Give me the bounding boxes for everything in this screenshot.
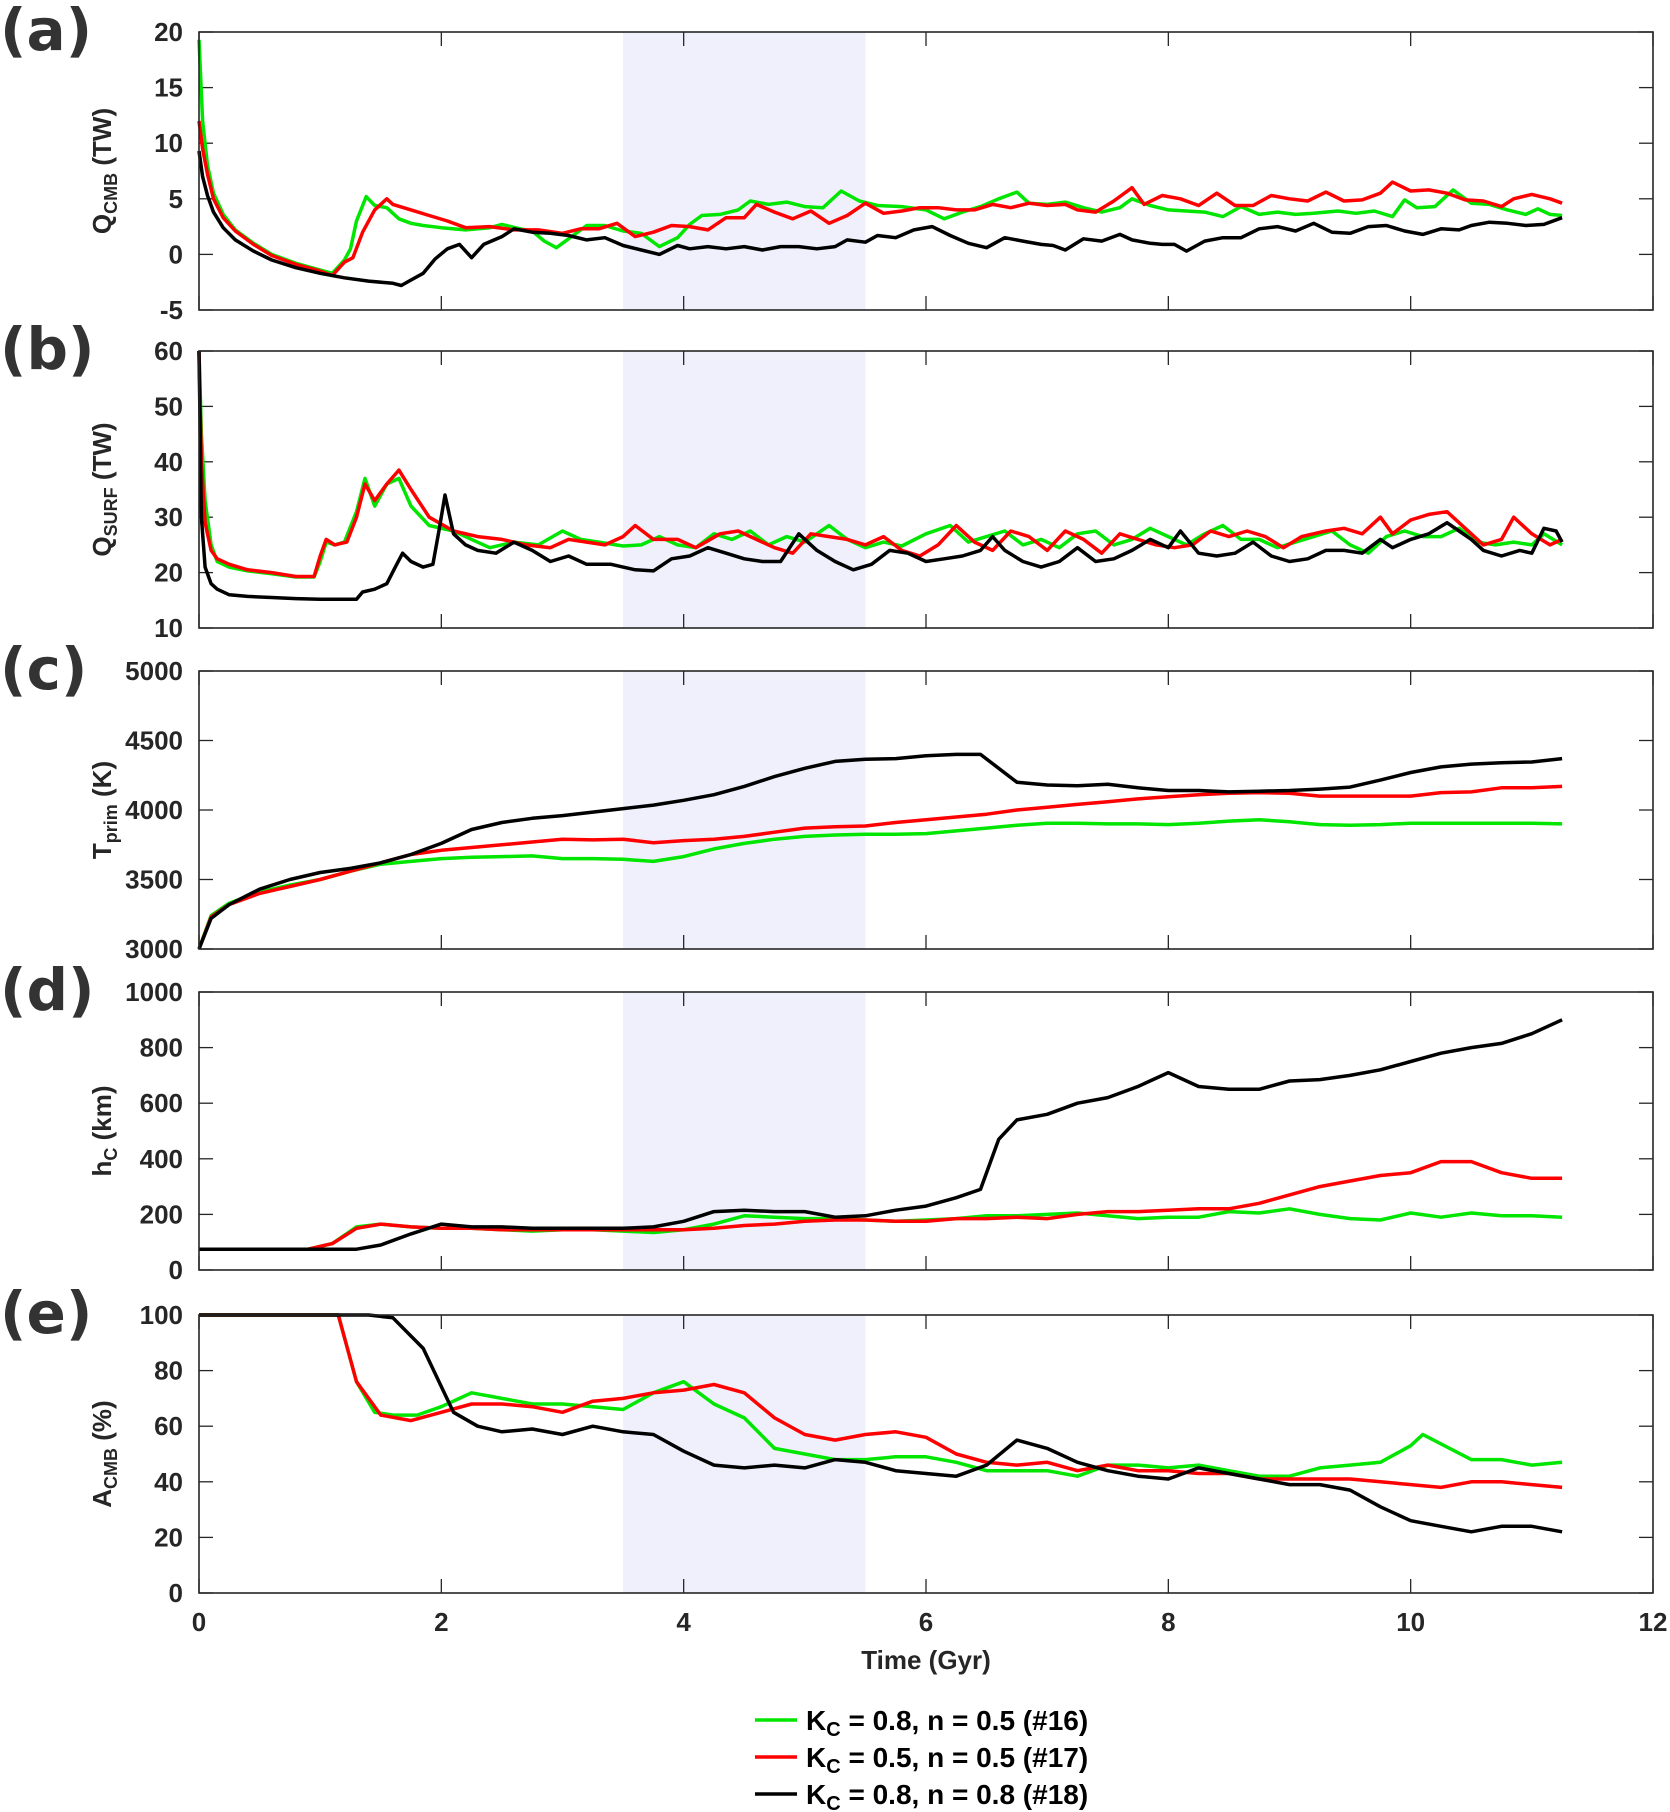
y-tick-label: 600	[140, 1088, 183, 1118]
series-line-s16	[197, 817, 1563, 950]
y-tick-label: 1000	[125, 977, 183, 1007]
y-tick-label: 10	[154, 613, 183, 643]
y-tick-label: 4500	[125, 726, 183, 756]
y-tick-label: 3500	[125, 865, 183, 895]
series-line-s17	[199, 1159, 1563, 1251]
highlight-band	[623, 351, 866, 628]
series-line-s18	[197, 350, 1564, 601]
x-tick-label: 2	[434, 1607, 448, 1637]
y-tick-label: 100	[140, 1300, 183, 1330]
axes-box	[198, 991, 1654, 1271]
x-tick-label: 8	[1161, 1607, 1175, 1637]
x-tick-label: 12	[1639, 1607, 1668, 1637]
y-tick-label: 40	[154, 1467, 183, 1497]
y-tick-label: 30	[154, 502, 183, 532]
y-tick-label: 0	[169, 1255, 183, 1285]
series-line-s18	[199, 1313, 1563, 1534]
highlight-band	[623, 1315, 866, 1593]
series-line-s16	[199, 1313, 1563, 1478]
y-tick-label: 5	[169, 184, 183, 214]
y-tick-label: 5000	[125, 656, 183, 686]
x-tick-label: 0	[192, 1607, 206, 1637]
panel-letter: (e)	[0, 1279, 92, 1347]
y-tick-label: 10	[154, 128, 183, 158]
y-axis-label: ACMB (%)	[87, 1400, 121, 1507]
series-line-s17	[197, 120, 1563, 278]
x-tick-label: 10	[1396, 1607, 1425, 1637]
panel-letter: (b)	[0, 315, 95, 383]
panel-c: 3000 3500 4000 4500 5000 Tprim (K) (c)	[0, 635, 1654, 964]
panel-d: 0 200 400 600 800 1000 hC (km) (d)	[0, 956, 1654, 1285]
y-tick-label: 0	[169, 239, 183, 269]
y-axis-label: QCMB (TW)	[87, 108, 121, 234]
series-line-s16	[199, 1207, 1563, 1251]
y-axis-label: hC (km)	[87, 1085, 121, 1176]
series-line-s16	[197, 350, 1564, 579]
axes-box	[198, 31, 1654, 311]
legend: KC = 0.8, n = 0.5 (#16)KC = 0.5, n = 0.5…	[755, 1705, 1088, 1812]
y-tick-label: 50	[154, 391, 183, 421]
y-tick-label: 40	[154, 447, 183, 477]
legend-item-s18: KC = 0.8, n = 0.8 (#18)	[755, 1779, 1088, 1812]
y-tick-label: 3000	[125, 934, 183, 964]
y-tick-label: 20	[154, 1522, 183, 1552]
panel-letter: (a)	[0, 0, 92, 64]
y-axis-label: QSURF (TW)	[87, 422, 121, 556]
series-line-s18	[199, 1018, 1563, 1251]
axes-box	[198, 1314, 1654, 1594]
series-line-s17	[197, 350, 1563, 579]
panel-e: 0 20 40 60 80 100 ACMB (%) (e)	[0, 1279, 1654, 1608]
y-tick-label: -5	[160, 295, 183, 325]
y-tick-label: 80	[154, 1356, 183, 1386]
legend-label: KC = 0.5, n = 0.5 (#17)	[806, 1742, 1088, 1778]
legend-item-s17: KC = 0.5, n = 0.5 (#17)	[755, 1742, 1088, 1778]
highlight-band	[623, 671, 866, 949]
y-axis-label: Tprim (K)	[87, 761, 121, 859]
series-line-s17	[199, 1313, 1563, 1490]
y-tick-label: 20	[154, 558, 183, 588]
series-line-s18	[197, 150, 1563, 288]
series-line-s17	[197, 784, 1563, 950]
y-tick-label: 15	[154, 73, 183, 103]
y-tick-label: 0	[169, 1578, 183, 1608]
panel-b: 10 20 30 40 50 60 QSURF (TW) (b)	[0, 315, 1654, 643]
panel-a: -5 0 5 10 15 20 QCMB (TW) (a)	[0, 0, 1654, 325]
y-tick-label: 4000	[125, 795, 183, 825]
series-line-s16	[197, 39, 1563, 276]
y-tick-label: 60	[154, 1411, 183, 1441]
x-tick-label: 4	[676, 1607, 691, 1637]
y-tick-label: 200	[140, 1199, 183, 1229]
series-line-s18	[197, 752, 1563, 950]
x-axis-label: Time (Gyr)	[861, 1645, 991, 1675]
panel-letter: (d)	[0, 956, 95, 1024]
axes-box	[198, 350, 1654, 629]
y-tick-label: 400	[140, 1144, 183, 1174]
legend-label: KC = 0.8, n = 0.5 (#16)	[806, 1705, 1088, 1741]
legend-label: KC = 0.8, n = 0.8 (#18)	[806, 1779, 1088, 1812]
axes-box	[198, 670, 1654, 950]
y-tick-label: 20	[154, 17, 183, 47]
x-tick-label: 6	[919, 1607, 933, 1637]
legend-item-s16: KC = 0.8, n = 0.5 (#16)	[755, 1705, 1088, 1741]
highlight-band	[623, 32, 866, 310]
y-tick-label: 60	[154, 336, 183, 366]
panel-letter: (c)	[0, 635, 87, 703]
y-tick-label: 800	[140, 1033, 183, 1063]
